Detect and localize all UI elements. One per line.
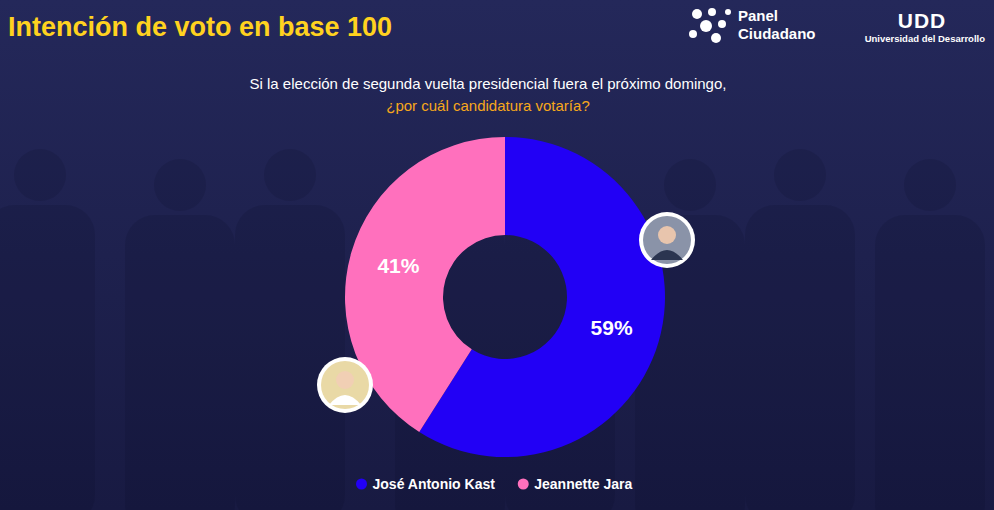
avatar-body xyxy=(651,250,683,260)
legend-entry: Jeannette Jara xyxy=(518,476,633,492)
avatar xyxy=(317,357,373,413)
figure-body xyxy=(235,205,345,510)
figure-body xyxy=(875,215,985,510)
logo-text: Panel xyxy=(738,7,778,24)
avatar-bg xyxy=(321,361,369,409)
figure-head xyxy=(904,159,956,211)
logo-dot xyxy=(689,30,697,38)
plot xyxy=(345,137,665,457)
avatar-body xyxy=(329,395,361,405)
logo-dot xyxy=(692,9,702,19)
legend-swatch xyxy=(356,479,367,490)
legend-label: Jeannette Jara xyxy=(534,476,632,492)
figure-head xyxy=(664,159,716,211)
avatar-head xyxy=(658,226,676,244)
subtitle: Si la elección de segunda vuelta preside… xyxy=(250,75,727,92)
figure-body xyxy=(125,215,235,510)
logo-dot xyxy=(708,8,716,16)
logo-dot xyxy=(711,33,721,43)
data-label: 59% xyxy=(591,316,633,339)
figure-head xyxy=(14,149,66,201)
subtitle: ¿por cuál candidatura votaría? xyxy=(386,97,589,114)
avatar xyxy=(639,212,695,268)
figure-head xyxy=(264,149,316,201)
avatar-ring xyxy=(317,357,373,413)
figure-body xyxy=(745,205,855,510)
logo-text: UDD xyxy=(898,9,947,32)
logo-text: Ciudadano xyxy=(738,25,816,42)
legend-swatch xyxy=(518,479,529,490)
logo-dot xyxy=(718,20,726,28)
title: Intención de voto en base 100 xyxy=(8,12,392,42)
legend-entry: José Antonio Kast xyxy=(356,476,495,492)
logo-text: Universidad del Desarrollo xyxy=(865,33,986,44)
logo-dot xyxy=(700,20,712,32)
logo-panel-ciudadano xyxy=(689,8,731,43)
avatar-bg xyxy=(643,216,691,264)
figure-body xyxy=(0,205,95,510)
data-labels: 59% 41% xyxy=(377,254,633,339)
legend: José Antonio Kast Jeannette Jara xyxy=(356,476,632,492)
avatar-ring xyxy=(639,212,695,268)
figure-head xyxy=(154,159,206,211)
legend-label: José Antonio Kast xyxy=(373,476,496,492)
logo-dot xyxy=(725,9,731,15)
data-label: 41% xyxy=(377,254,419,277)
figure-head xyxy=(774,149,826,201)
avatar-head xyxy=(336,371,354,389)
